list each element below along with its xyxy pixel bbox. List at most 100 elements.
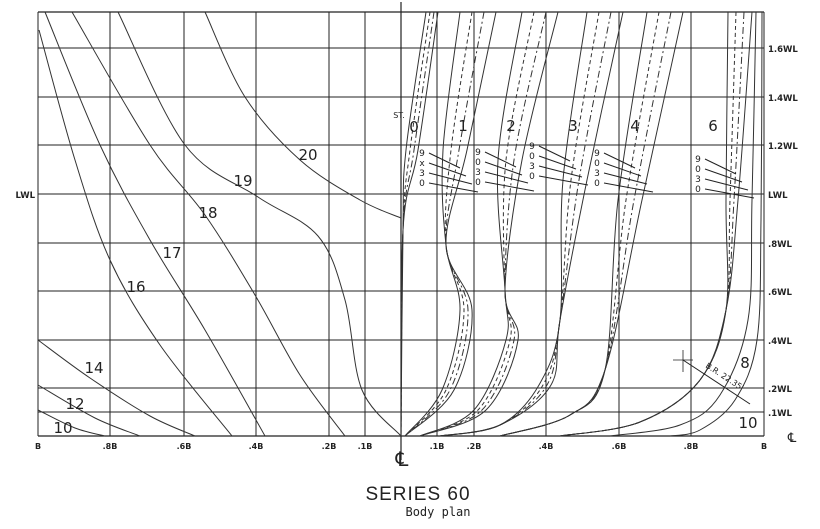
- station-label: 8: [740, 354, 750, 372]
- key-mark: x: [419, 159, 425, 169]
- station-curve-0: [400, 11, 427, 437]
- waterline-label: 1.4WL: [768, 94, 798, 104]
- key-leader: [484, 181, 535, 192]
- key-leader: [428, 182, 479, 193]
- beam-label: .4B: [249, 442, 264, 451]
- station-curve-2: [419, 11, 523, 437]
- beam-label: .2B: [322, 442, 337, 451]
- key-mark: 0: [475, 158, 481, 168]
- key-mark: 3: [475, 168, 481, 178]
- station-label: 17: [162, 244, 181, 262]
- beam-label: .8B: [103, 442, 118, 451]
- station-curve-19: [117, 11, 402, 437]
- station-curve-10: [37, 409, 106, 437]
- beam-label: .8B: [684, 442, 699, 451]
- station-curve-18: [71, 11, 346, 437]
- key-mark: 0: [594, 159, 600, 169]
- key-mark: 0: [475, 178, 481, 188]
- key-leader: [484, 161, 523, 176]
- station-curve-0: [400, 11, 439, 437]
- waterline-label: .4WL: [768, 337, 793, 347]
- station-label: 20: [298, 146, 317, 164]
- key-leader: [538, 145, 571, 162]
- key-leader: [603, 172, 648, 185]
- centerline-symbol: ℄: [395, 447, 409, 471]
- station-label: 14: [84, 359, 103, 377]
- station-label: 10: [53, 419, 72, 437]
- station-curve-4: [499, 11, 672, 437]
- key-mark: 0: [695, 165, 701, 175]
- waterline-label: .6WL: [768, 288, 793, 298]
- station-curve-6: [559, 11, 753, 437]
- centerline-symbol-right: ℄: [787, 431, 797, 446]
- beam-label: .1B: [430, 442, 445, 451]
- key-mark: 0: [594, 179, 600, 189]
- key-leader: [704, 188, 755, 199]
- diagram-subtitle: Body plan: [405, 505, 471, 519]
- station-label: 18: [198, 204, 217, 222]
- station-curve-14: [37, 339, 196, 437]
- station-curve-10: [669, 11, 763, 437]
- station-curve-12: [37, 384, 141, 437]
- station-label: 4: [630, 117, 640, 135]
- station-curves: [37, 11, 763, 437]
- key-leader: [704, 158, 737, 175]
- station-curve-6: [559, 11, 737, 437]
- key-leader: [538, 165, 583, 178]
- beam-label: .6B: [612, 442, 627, 451]
- key-mark: 9: [594, 149, 600, 159]
- beam-label: B: [761, 442, 767, 451]
- key-mark: 9: [695, 155, 701, 165]
- station-curve-20: [204, 11, 402, 219]
- station-curve-3: [439, 11, 612, 437]
- waterline-label: 1.6WL: [768, 45, 798, 55]
- station-label: 0: [409, 118, 419, 136]
- station-label: 3: [568, 117, 578, 135]
- key-mark: 0: [419, 179, 425, 189]
- station-label: 10: [738, 414, 757, 432]
- station-label: 1: [458, 117, 468, 135]
- station-curve-4: [499, 11, 684, 437]
- diagram-title: SERIES 60: [365, 484, 471, 505]
- key-mark: 9: [475, 148, 481, 158]
- station-curve-16: [38, 29, 233, 437]
- key-leader: [484, 151, 517, 168]
- waterline-label: LWL: [768, 191, 788, 201]
- key-mark: 0: [695, 185, 701, 195]
- station-curve-1: [404, 11, 485, 437]
- station-curve-2: [419, 11, 535, 437]
- station-prefix: ST.: [393, 111, 405, 120]
- station-label: 19: [233, 172, 252, 190]
- key-mark: 0: [529, 152, 535, 162]
- station-curve-2: [419, 11, 559, 437]
- key-leader: [704, 168, 743, 183]
- key-leader: [603, 152, 636, 169]
- waterline-label: .2WL: [768, 385, 793, 395]
- key-mark: 3: [419, 169, 425, 179]
- station-curve-0: [400, 11, 431, 437]
- waterline-label: .8WL: [768, 240, 793, 250]
- key-leader: [704, 178, 749, 191]
- key-mark: 3: [594, 169, 600, 179]
- key-mark: 3: [529, 162, 535, 172]
- beam-label: .1B: [358, 442, 373, 451]
- key-mark: 9: [529, 142, 535, 152]
- station-curve-3: [439, 11, 600, 437]
- station-label: 16: [126, 278, 145, 296]
- key-leader: [428, 172, 473, 185]
- key-leader: [484, 171, 529, 184]
- key-leader: [603, 182, 654, 193]
- bilge-radius-line: [682, 359, 751, 405]
- station-curve-8: [609, 11, 757, 437]
- lwl-label-left: LWL: [15, 191, 35, 201]
- labels: 1.6WL 1.4WL 1.2WL LWL .8WL .6WL .4WL .2WL .1WL LW…: [15, 45, 798, 471]
- station-label: 12: [65, 395, 84, 413]
- beam-label: .4B: [539, 442, 554, 451]
- key-mark: 9: [419, 149, 425, 159]
- key-leader: [603, 162, 642, 177]
- station-label: 2: [506, 117, 516, 135]
- station-curve-4: [499, 11, 660, 437]
- waterline-label: .1WL: [768, 409, 793, 419]
- beam-label: B: [35, 442, 41, 451]
